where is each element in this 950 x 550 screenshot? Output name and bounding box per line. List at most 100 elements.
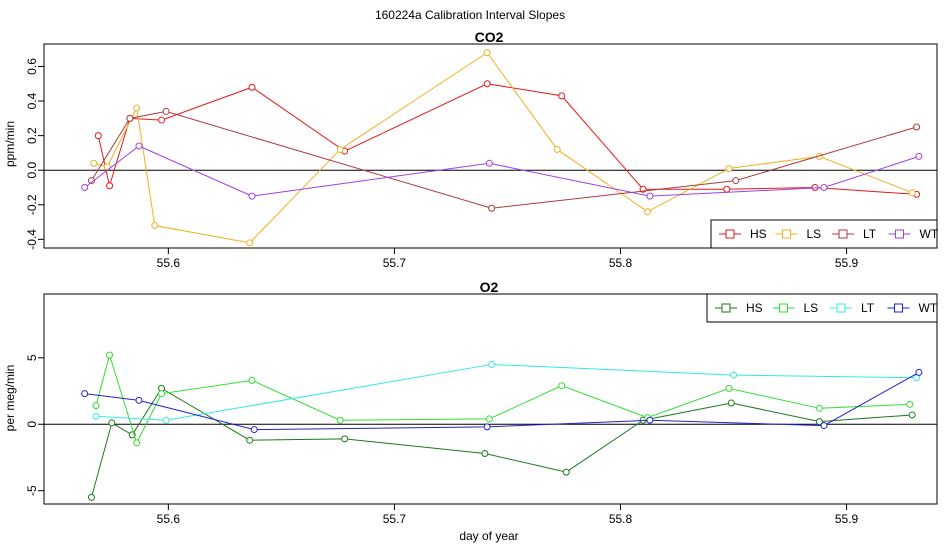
o2-y-tick-label: -5	[25, 485, 39, 496]
co2-legend-wt-symbol	[895, 229, 904, 239]
o2-series-ls-point	[485, 415, 493, 423]
co2-series-hs-point	[558, 92, 566, 100]
o2-y-tick-label: 5	[25, 354, 39, 361]
co2-plot-box	[43, 43, 938, 249]
o2-legend-lt-symbol	[836, 303, 846, 313]
o2-series-lt-point	[730, 371, 738, 379]
co2-series-wt-point	[248, 192, 256, 200]
co2-panel: CO2 ppm/min 55.6 55.7 55.8 55.9 -0.4 -0.2 0.0 0…	[3, 29, 939, 270]
o2-legend-hs-symbol	[721, 303, 731, 313]
co2-series-lt-point	[732, 177, 740, 185]
o2-series-hs-point	[108, 419, 116, 427]
o2-ylabel: per meg/min	[3, 365, 17, 432]
co2-x-tick-label: 55.9	[835, 256, 859, 270]
co2-series-hs-point	[106, 182, 114, 190]
o2-legend-wt-label: WT	[919, 301, 938, 315]
o2-series-lt-point	[92, 412, 100, 420]
o2-series-hs-point	[908, 411, 916, 419]
o2-legend-wt-symbol	[894, 303, 903, 313]
co2-legend-hs-symbol	[725, 229, 735, 239]
o2-series-hs-point	[481, 449, 489, 457]
co2-series-lt-point	[126, 114, 134, 122]
co2-y-tick-label: 0.2	[25, 127, 39, 144]
co2-x-tick-label: 55.6	[157, 256, 181, 270]
o2-series-ls-point	[336, 416, 344, 424]
o2-series-ls-line	[95, 353, 910, 445]
o2-series-hs-point	[727, 399, 735, 407]
co2-series-ls-point	[90, 159, 98, 167]
o2-series-ls-point	[815, 404, 823, 412]
o2-series-wt-point	[135, 396, 143, 404]
o2-series-ls-point	[92, 402, 100, 410]
co2-series-ls-point	[908, 189, 916, 197]
o2-legend-lt-label: LT	[861, 301, 875, 315]
figure-title: 160224a Calibration Interval Slopes	[375, 8, 565, 22]
o2-xlabel: day of year	[459, 529, 518, 543]
co2-legend-hs-label: HS	[750, 227, 767, 241]
o2-series-hs-point	[815, 418, 823, 426]
o2-title: O2	[480, 279, 499, 295]
o2-y-tick-label: 0	[25, 421, 39, 428]
o2-series-wt-point	[250, 426, 258, 434]
o2-series-lt-line	[95, 363, 917, 421]
o2-series-wt-point	[483, 423, 491, 431]
co2-series-wt-point	[820, 183, 828, 191]
o2-series-hs-line	[90, 387, 913, 498]
o2-series-ls-point	[106, 351, 114, 359]
co2-series-hs-point	[158, 116, 166, 124]
co2-series-ls-line	[93, 51, 913, 244]
o2-panel: O2 per meg/min day of year 55.6 55.7 55.8 5…	[3, 279, 938, 543]
o2-series-ls-point	[725, 384, 733, 392]
co2-y-tick-label: -0.2	[25, 194, 39, 215]
o2-series-lt-point	[162, 416, 170, 424]
co2-series-lt-line	[91, 110, 917, 209]
co2-series-wt-point	[485, 159, 493, 167]
o2-series-lt-point	[488, 360, 496, 368]
o2-series-wt-point	[646, 416, 654, 424]
co2-series-hs-point	[94, 132, 102, 140]
o2-legend-ls-label: LS	[804, 301, 819, 315]
co2-series-ls-point	[725, 164, 733, 172]
o2-x-tick-label: 55.8	[609, 512, 633, 526]
co2-series-wt-point	[81, 183, 89, 191]
o2-series-ls-point	[248, 376, 256, 384]
o2-series-hs-point	[246, 436, 254, 444]
o2-series-hs-point	[562, 468, 570, 476]
o2-plot-box	[43, 293, 938, 505]
co2-legend-lt-label: LT	[863, 227, 877, 241]
o2-series-hs-point	[341, 435, 349, 443]
co2-title: CO2	[475, 29, 504, 45]
co2-y-tick-label: 0.0	[25, 162, 39, 179]
co2-legend-ls-symbol	[782, 229, 791, 239]
co2-series-ls-point	[246, 239, 254, 247]
o2-legend-ls-symbol	[779, 303, 788, 313]
co2-series-ls-point	[483, 49, 491, 57]
co2-series-wt-point	[646, 192, 654, 200]
o2-series-wt-point	[81, 390, 89, 398]
co2-legend-lt-symbol	[838, 229, 848, 239]
o2-series-ls-point	[158, 390, 166, 398]
co2-legend-ls-label: LS	[807, 227, 822, 241]
o2-series-ls-point	[558, 382, 566, 390]
co2-series-ls-point	[151, 222, 159, 230]
o2-series-wt-line	[84, 371, 920, 431]
co2-series-lt-point	[913, 123, 921, 131]
o2-x-tick-label: 55.7	[383, 512, 407, 526]
o2-legend-hs-label: HS	[746, 301, 763, 315]
co2-series-ls-point	[336, 145, 344, 153]
co2-series-hs-line	[97, 83, 917, 195]
o2-series-ls-point	[133, 439, 141, 447]
co2-y-tick-label: 0.6	[25, 58, 39, 75]
o2-x-tick-label: 55.9	[835, 512, 859, 526]
o2-x-tick-label: 55.6	[157, 512, 181, 526]
o2-series-wt-point	[820, 422, 828, 430]
co2-series-lt-point	[162, 107, 170, 115]
o2-series-ls-point	[906, 400, 914, 408]
co2-x-tick-label: 55.7	[383, 256, 407, 270]
o2-series-wt-point	[915, 368, 923, 376]
co2-legend-wt-label: WT	[920, 227, 939, 241]
co2-series-wt-line	[84, 145, 920, 197]
co2-ylabel: ppm/min	[3, 121, 17, 167]
co2-series-hs-point	[483, 80, 491, 88]
